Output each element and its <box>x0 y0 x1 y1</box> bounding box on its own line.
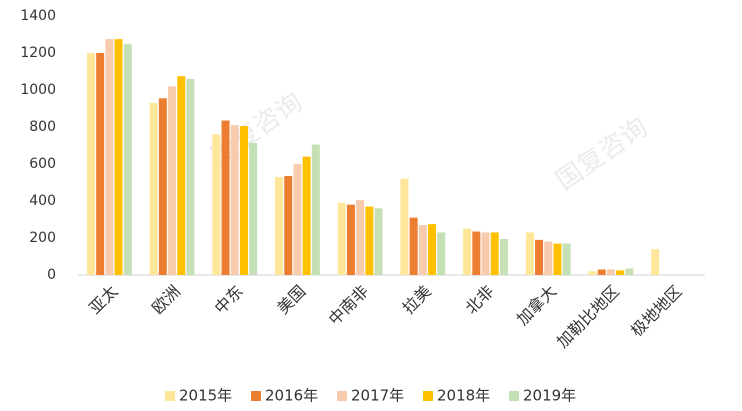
bar <box>302 156 311 275</box>
bar <box>284 176 293 275</box>
bar <box>597 269 606 275</box>
legend-swatch <box>423 391 433 401</box>
bar <box>481 232 490 275</box>
x-tick-label: 中东 <box>211 282 247 318</box>
bar <box>114 39 123 275</box>
bar <box>168 86 177 275</box>
bar <box>463 228 472 275</box>
bar <box>553 243 562 275</box>
bar <box>239 126 248 275</box>
bar <box>212 134 221 275</box>
x-tick-label: 加拿大 <box>513 282 560 329</box>
bar <box>588 271 597 275</box>
bar <box>105 39 114 275</box>
bar <box>499 238 508 275</box>
bar <box>418 225 427 275</box>
bar <box>346 204 355 275</box>
bar <box>96 53 105 275</box>
legend-swatch <box>337 391 347 401</box>
bar <box>221 120 230 276</box>
bar <box>400 178 409 275</box>
bar <box>374 208 383 275</box>
legend-label: 2019年 <box>523 387 576 405</box>
legend-swatch <box>509 391 519 401</box>
bar <box>606 269 615 275</box>
x-tick-label: 欧洲 <box>148 282 184 318</box>
watermark: 国复咨询 <box>551 112 653 196</box>
bar <box>293 164 302 275</box>
bar <box>651 249 660 275</box>
y-tick-label: 1200 <box>20 45 56 61</box>
bar <box>177 76 186 275</box>
x-tick-label: 北非 <box>461 282 497 318</box>
bar <box>437 232 446 275</box>
x-tick-label: 加勒比地区 <box>553 282 623 352</box>
bar <box>158 98 167 275</box>
bar <box>149 102 158 275</box>
bar <box>311 144 320 275</box>
bar <box>123 43 132 275</box>
bar <box>544 241 553 275</box>
x-tick-label: 极地地区 <box>627 282 686 341</box>
bar <box>625 268 634 275</box>
legend-swatch <box>165 391 175 401</box>
bar <box>186 78 195 276</box>
bar <box>616 270 625 275</box>
y-tick-label: 800 <box>29 119 56 135</box>
bar <box>86 53 95 275</box>
bar <box>275 176 284 275</box>
bar <box>230 125 239 276</box>
bar <box>490 232 499 275</box>
legend-label: 2015年 <box>179 387 232 405</box>
y-tick-label: 0 <box>47 267 56 283</box>
y-tick-label: 600 <box>29 156 56 172</box>
bar <box>562 243 571 275</box>
bar <box>428 224 437 275</box>
x-tick-label: 中南非 <box>325 282 372 329</box>
bar <box>249 142 258 275</box>
x-tick-label: 亚太 <box>85 282 121 318</box>
legend-label: 2016年 <box>265 387 318 405</box>
legend-label: 2017年 <box>351 387 404 405</box>
bar <box>535 239 544 275</box>
y-tick-label: 1400 <box>20 8 56 24</box>
x-tick-label: 美国 <box>273 282 309 318</box>
legend-label: 2018年 <box>437 387 490 405</box>
bar <box>356 200 365 275</box>
y-tick-label: 1000 <box>20 82 56 98</box>
y-tick-label: 200 <box>29 230 56 246</box>
bar <box>472 231 481 275</box>
legend-swatch <box>251 391 261 401</box>
x-tick-label: 拉美 <box>399 282 435 318</box>
bar <box>409 217 418 275</box>
bar <box>365 206 374 275</box>
y-tick-label: 400 <box>29 193 56 209</box>
bar <box>337 202 346 275</box>
bar <box>525 232 534 275</box>
